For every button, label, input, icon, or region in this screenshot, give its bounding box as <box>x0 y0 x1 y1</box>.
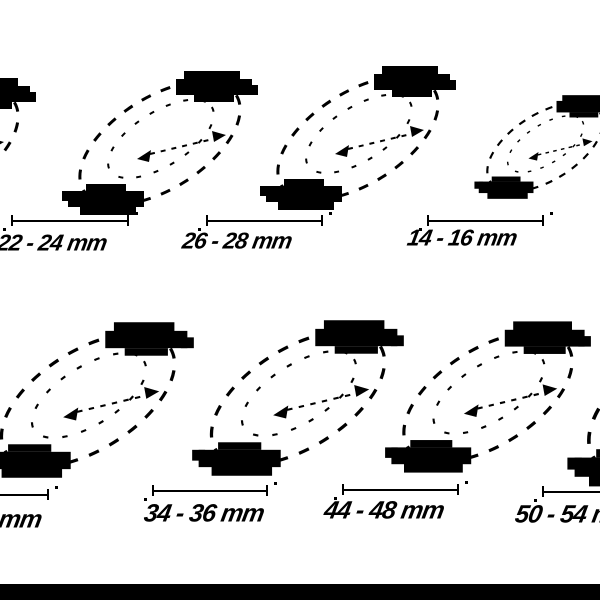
diameter-arrow-icon <box>335 126 424 157</box>
watch-case-group <box>78 79 242 207</box>
measure-line <box>543 491 600 493</box>
measure-artifact-dot <box>3 228 6 231</box>
size-label: 14 - 16 mm <box>405 224 519 251</box>
measure-line <box>207 220 322 222</box>
size-label: 22 - 24 mm <box>0 229 109 256</box>
measure-artifact-dot <box>198 228 201 231</box>
footer-bar <box>0 584 600 600</box>
watch-illustration-icon <box>62 71 258 215</box>
measure-line <box>343 489 458 491</box>
watch-case-group <box>209 329 387 467</box>
measure-tick <box>427 215 429 226</box>
watch-case-group <box>587 324 600 476</box>
watch-case-ellipse <box>0 331 177 469</box>
watch-case-group <box>0 331 177 469</box>
diameter-arrow-icon <box>137 131 226 162</box>
watch-dial-ellipse <box>30 352 148 439</box>
diameter-arrow-icon <box>273 385 370 419</box>
watch-strap-lug-top <box>0 78 36 109</box>
measure-artifact-dot <box>550 212 553 215</box>
watch-strap-lug-top <box>315 320 404 354</box>
watch-strap-lug-bottom <box>260 179 342 210</box>
watch-case-ellipse <box>0 86 20 214</box>
diameter-arrow-icon <box>528 138 593 161</box>
measure-tick <box>321 215 323 226</box>
measure-tick <box>206 215 208 226</box>
watch-dial-ellipse <box>305 93 413 175</box>
watch-strap-lug-top <box>374 66 456 97</box>
measure-line <box>12 220 128 222</box>
watch-dial-ellipse <box>107 98 215 180</box>
watch-strap-lug-bottom <box>192 442 281 476</box>
measure-artifact-dot <box>534 499 537 502</box>
measure-tick <box>152 485 154 496</box>
watch-case-group <box>486 101 600 193</box>
watch-illustration-icon <box>474 95 600 199</box>
watch-case-ellipse <box>587 324 600 476</box>
watch-dial-ellipse <box>0 91 4 200</box>
measure-artifact-dot <box>135 212 138 215</box>
measure-artifact-dot <box>329 212 332 215</box>
measure-tick <box>457 484 459 495</box>
measure-artifact-dot <box>274 482 277 485</box>
watch-dial-ellipse <box>506 115 585 173</box>
size-label: 26 - 28 mm <box>180 227 294 254</box>
watch-case-ellipse <box>276 74 440 202</box>
watch-case-group <box>402 330 574 464</box>
watch-strap-lug-top <box>105 322 194 356</box>
watch-dial-ellipse <box>432 350 546 435</box>
watch-dial-ellipse <box>240 350 358 437</box>
watch-case-ellipse <box>486 101 600 193</box>
watch-strap-lug-bottom <box>567 449 600 487</box>
measure-tick <box>47 489 49 500</box>
measure-tick <box>11 215 13 226</box>
size-label: 44 - 48 mm <box>321 496 447 525</box>
watch-strap-lug-bottom <box>62 184 144 215</box>
watch-strap-lug-bottom <box>0 444 71 478</box>
watch-strap-lug-top <box>504 321 591 354</box>
measure-artifact-dot <box>465 481 468 484</box>
watch-case-group <box>0 86 20 214</box>
watch-strap-lug-top <box>176 71 258 102</box>
diameter-arrow-icon <box>63 387 160 421</box>
size-label: mm <box>0 505 44 534</box>
watch-case-ellipse <box>402 330 574 464</box>
watch-strap-lug-bottom <box>385 440 472 473</box>
watch-case-ellipse <box>209 329 387 467</box>
size-label: 34 - 36 mm <box>141 499 267 528</box>
measure-tick <box>342 484 344 495</box>
size-label: 50 - 54 mm <box>512 500 600 529</box>
measure-line <box>0 494 48 496</box>
watch-strap-lug-bottom <box>474 176 534 199</box>
diameter-arrow-icon <box>463 384 558 417</box>
diameter-arrow-icon <box>0 140 4 145</box>
measure-tick <box>266 485 268 496</box>
watch-case-ellipse <box>78 79 242 207</box>
measure-artifact-dot <box>419 228 422 231</box>
measure-artifact-dot <box>55 486 58 489</box>
watch-case-group <box>276 74 440 202</box>
measure-line <box>153 490 267 492</box>
measure-tick <box>127 215 129 226</box>
measure-line <box>428 220 543 222</box>
measure-tick <box>542 215 544 226</box>
measure-tick <box>542 486 544 497</box>
measure-artifact-dot <box>334 497 337 500</box>
measure-artifact-dot <box>144 498 147 501</box>
watch-strap-lug-top <box>556 95 600 118</box>
watch-illustration-icon <box>0 78 36 214</box>
